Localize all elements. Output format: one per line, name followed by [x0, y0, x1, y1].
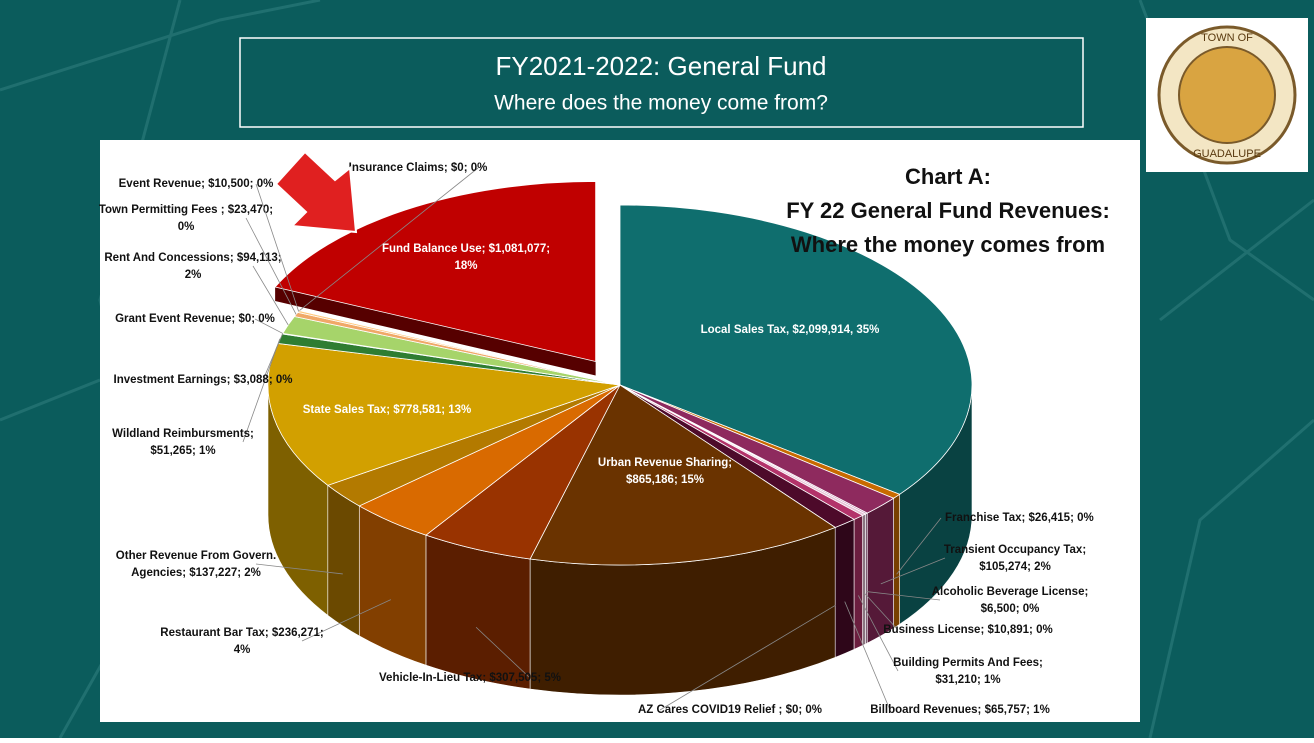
data-label: Town Permitting Fees ; $23,470; — [99, 204, 273, 216]
slice-side — [834, 518, 855, 658]
leader-line — [245, 217, 297, 315]
slice — [619, 204, 973, 495]
data-label: Rent And Concessions; $94,113; — [104, 252, 281, 264]
slice — [529, 384, 837, 566]
pie — [267, 181, 973, 696]
leader-line — [301, 599, 391, 642]
logo-text: GUADALUPE — [1193, 148, 1261, 160]
data-label: 4% — [234, 644, 251, 656]
data-label: Fund Balance Use; $1,081,077; — [382, 243, 550, 255]
data-label: Agencies; $137,227; 2% — [131, 567, 261, 579]
chart-title: Chart A: — [905, 164, 991, 189]
chart-title: FY 22 General Fund Revenues: — [786, 198, 1110, 223]
data-label: State Sales Tax; $778,581; 13% — [303, 404, 472, 416]
leader-line — [252, 265, 289, 326]
data-label: Transient Occupancy Tax; — [944, 544, 1086, 556]
leader-line — [866, 591, 941, 601]
data-label: $6,500; 0% — [981, 603, 1040, 615]
leader-line — [863, 592, 899, 631]
slice-side — [327, 484, 360, 637]
slice-side — [425, 534, 531, 690]
leader-line — [254, 318, 283, 334]
labels: Chart A: FY 22 General Fund Revenues: Wher… — [99, 162, 1110, 716]
leader-line — [262, 333, 283, 381]
data-label: $105,274; 2% — [979, 561, 1051, 573]
leader-line — [880, 557, 946, 585]
data-label: Restaurant Bar Tax; $236,271; — [160, 627, 323, 639]
leader-line — [844, 601, 891, 711]
leader-line — [255, 563, 343, 575]
data-label: AZ Cares COVID19 Relief ; $0; 0% — [638, 704, 822, 716]
data-label: Billboard Revenues; $65,757; 1% — [870, 704, 1050, 716]
data-label: Alcoholic Beverage License; — [932, 586, 1089, 598]
data-label: Business License; $10,891; 0% — [883, 624, 1052, 636]
data-label: Franchise Tax; $26,415; 0% — [945, 512, 1094, 524]
slide-title: FY2021-2022: General Fund — [496, 51, 827, 81]
data-label: Building Permits And Fees; — [893, 657, 1043, 669]
slice — [299, 310, 621, 386]
data-label: Vehicle-In-Lieu Tax; $307,505; 5% — [379, 672, 561, 684]
data-label: 18% — [454, 260, 477, 272]
data-label: Urban Revenue Sharing; — [598, 457, 732, 469]
data-label: Insurance Claims; $0; 0% — [349, 162, 488, 174]
leader-line — [299, 167, 479, 311]
data-label: Investment Earnings; $3,088; 0% — [114, 374, 293, 386]
leader-line — [475, 626, 531, 679]
slice-side — [853, 514, 863, 650]
slide-subtitle: Where does the money come from? — [494, 92, 828, 115]
logo-text: TOWN OF — [1201, 32, 1253, 44]
data-label: 0% — [178, 221, 195, 233]
chart-title: Where the money comes from — [791, 232, 1105, 257]
leader-line — [255, 183, 300, 312]
data-label: $865,186; 15% — [626, 474, 704, 486]
slice-side — [893, 493, 900, 629]
data-label: $51,265; 1% — [150, 445, 215, 457]
leader-line — [659, 605, 836, 711]
slice-side — [275, 287, 596, 376]
logo-inner — [1178, 46, 1276, 144]
arrow — [274, 150, 358, 234]
data-label: 2% — [185, 269, 202, 281]
data-label: $31,210; 1% — [935, 674, 1000, 686]
leader-line — [242, 338, 281, 443]
slice — [274, 181, 597, 362]
data-label: Wildland Reimbursments; — [112, 428, 254, 440]
title-box — [239, 37, 1084, 128]
slice-side — [862, 513, 866, 646]
leader-line — [857, 595, 899, 672]
data-label: Other Revenue From Govern. — [116, 550, 276, 562]
data-label: Local Sales Tax, $2,099,914, 35% — [701, 324, 880, 336]
data-label: Grant Event Revenue; $0; 0% — [115, 313, 275, 325]
leader-line — [896, 517, 942, 575]
data-label: Event Revenue; $10,500; 0% — [119, 178, 274, 190]
